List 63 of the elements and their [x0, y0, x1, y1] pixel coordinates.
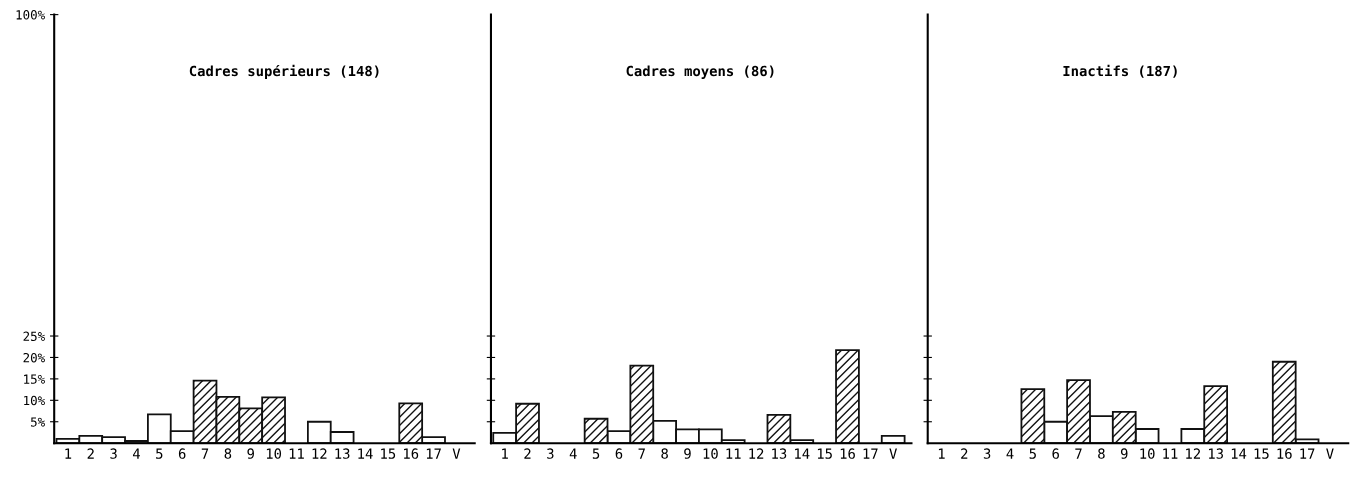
x-tick-label: 16 — [840, 448, 855, 459]
x-tick-label: 6 — [615, 448, 623, 459]
x-tick-label: 6 — [178, 448, 186, 459]
x-tick-label: 10 — [1140, 448, 1155, 459]
x-tick-label: 7 — [201, 448, 209, 459]
x-tick-label: 2 — [87, 448, 94, 459]
x-tick-label: 13 — [1208, 448, 1223, 459]
x-tick-label: 16 — [404, 448, 419, 459]
x-tick-label: 9 — [247, 448, 254, 459]
x-tick-label: 9 — [1120, 448, 1128, 459]
x-tick-label: 17 — [1300, 448, 1315, 459]
x-tick-label: 5 — [156, 448, 163, 459]
x-tick-label: 2 — [524, 448, 531, 459]
x-tick-label: 8 — [661, 448, 668, 459]
y-tick-label: 15% — [24, 374, 45, 384]
y-tick-label: 20% — [23, 352, 45, 363]
x-tick-label: 10 — [266, 448, 282, 459]
x-tick-label: 11 — [289, 448, 304, 459]
x-tick-label: 17 — [426, 448, 441, 459]
x-tick-label: 15 — [1254, 448, 1269, 459]
y-tick-label: 100% — [16, 10, 45, 20]
x-tick-label: 15 — [381, 448, 396, 459]
x-tick-label: 5 — [592, 448, 600, 459]
x-tick-label: 5 — [1029, 448, 1036, 459]
x-tick-label: 8 — [224, 448, 232, 459]
y-tick-label: 10% — [24, 395, 45, 406]
x-tick-label: 4 — [1006, 448, 1014, 459]
x-tick-label: V — [452, 448, 461, 459]
x-tick-label: 9 — [684, 448, 691, 459]
x-tick-label: 4 — [132, 448, 140, 459]
text: Inactifs (187) — [1063, 64, 1177, 78]
x-tick-label: 12 — [312, 448, 327, 459]
y-tick-label: 25% — [23, 331, 45, 341]
x-tick-label: 1 — [65, 448, 72, 459]
text: Cadres moyens (86) — [626, 65, 774, 79]
x-tick-label: V — [889, 448, 897, 459]
x-tick-label: 6 — [1052, 448, 1059, 459]
x-tick-label: 13 — [335, 448, 350, 459]
x-tick-label: 8 — [1098, 448, 1105, 459]
x-tick-label: 13 — [772, 448, 787, 459]
x-tick-label: 11 — [1163, 448, 1178, 459]
x-tick-label: 14 — [1231, 448, 1247, 459]
x-tick-label: 15 — [817, 448, 832, 459]
x-tick-label: 16 — [1277, 448, 1292, 459]
y-tick-label: 5% — [30, 417, 45, 427]
x-tick-label: 3 — [983, 448, 991, 459]
x-tick-label: 12 — [1186, 448, 1200, 459]
x-tick-label: 1 — [502, 448, 508, 459]
x-tick-label: 12 — [749, 448, 764, 459]
x-tick-label: 3 — [547, 448, 554, 459]
text: Cadres supérieurs (148) — [189, 64, 379, 79]
x-tick-label: 1 — [938, 448, 945, 459]
x-tick-label: 7 — [1075, 448, 1082, 459]
x-tick-label: 3 — [110, 448, 117, 459]
x-tick-label: 14 — [358, 448, 373, 459]
x-tick-label: 17 — [863, 448, 878, 459]
x-tick-label: 11 — [726, 448, 741, 459]
x-tick-label: 2 — [961, 448, 968, 459]
x-tick-label: 4 — [569, 448, 577, 459]
x-tick-label: 7 — [638, 448, 645, 459]
x-tick-label: V — [1326, 448, 1334, 459]
x-tick-label: 14 — [795, 448, 810, 459]
x-tick-label: 10 — [703, 448, 718, 459]
